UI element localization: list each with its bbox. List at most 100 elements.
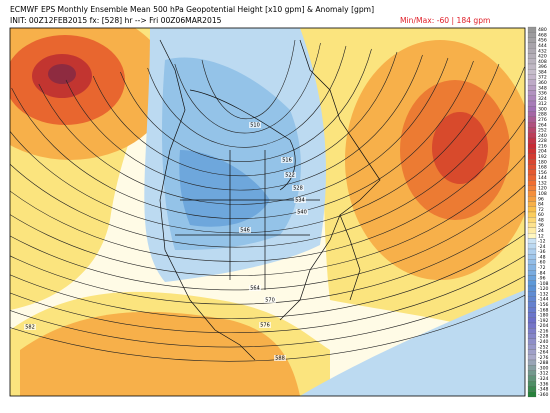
colorbar-swatch <box>527 211 537 218</box>
colorbar-label: -156 <box>538 302 549 308</box>
contour-line <box>10 233 525 319</box>
colorbar-swatch <box>527 122 537 128</box>
min-max: Min/Max: -60 | 184 gpm <box>400 16 490 25</box>
colorbar-label: 420 <box>538 54 547 60</box>
colorbar-label: 336 <box>538 91 547 97</box>
colorbar-label: 120 <box>538 186 547 192</box>
colorbar-swatch <box>527 48 537 54</box>
colorbar-label: -348 <box>538 387 549 393</box>
colorbar-swatch <box>527 63 537 70</box>
colorbar-label: -300 <box>538 365 549 371</box>
colorbar-label: -264 <box>538 350 549 356</box>
colorbar-swatch <box>527 301 537 308</box>
colorbar-label: -324 <box>538 376 549 382</box>
colorbar-label: -108 <box>538 281 549 287</box>
contour-line <box>10 255 525 333</box>
colorbar-label: 144 <box>538 175 547 181</box>
colorbar-label: 288 <box>538 112 547 118</box>
colorbar-label: 228 <box>538 138 547 144</box>
colorbar-swatch <box>527 254 537 260</box>
colorbar-label: 408 <box>538 59 547 65</box>
contour-line <box>10 294 525 362</box>
contour-label-bg <box>249 122 261 128</box>
colorbar-label: 312 <box>538 101 547 107</box>
colorbar-label: -12 <box>538 239 546 245</box>
contour-line <box>174 42 321 134</box>
colorbar-label: 192 <box>538 154 547 160</box>
colorbar-label: -276 <box>538 355 549 361</box>
colorbar-swatch <box>527 248 537 255</box>
contour-label-bg <box>274 355 286 361</box>
colorbar-swatch <box>527 148 537 154</box>
colorbar-swatch <box>527 174 537 181</box>
colorbar-label: 324 <box>538 96 547 102</box>
colorbar-label: 48 <box>538 217 544 223</box>
colorbar-swatch <box>527 264 537 271</box>
colorbar-label: 240 <box>538 133 547 139</box>
colorbar-label: -84 <box>538 270 546 276</box>
colorbar-swatch <box>527 58 537 65</box>
colorbar-label: -252 <box>538 344 549 350</box>
colorbar-swatch <box>527 137 537 144</box>
contour-label-bg <box>24 324 36 330</box>
colorbar-swatch <box>527 233 537 239</box>
colorbar-swatch <box>527 243 537 250</box>
colorbar-label: 468 <box>538 32 547 38</box>
colorbar-label: 204 <box>538 149 547 155</box>
contour-line <box>10 275 525 348</box>
colorbar-label: 456 <box>538 38 547 44</box>
contour-label: 510 <box>250 123 260 129</box>
colorbar-swatch <box>527 116 537 123</box>
colorbar-swatch <box>527 365 537 371</box>
contour-line <box>147 45 347 148</box>
colorbar-swatch <box>527 74 537 80</box>
colorbar-label: -312 <box>538 371 549 377</box>
colorbar-label: -168 <box>538 307 549 313</box>
contour-label-bg <box>249 285 261 291</box>
colorbar-swatch <box>527 37 537 43</box>
colorbar-label: -204 <box>538 323 549 329</box>
colorbar-swatch <box>527 169 537 176</box>
colorbar-label: 132 <box>538 180 547 186</box>
colorbar-swatch <box>527 85 537 91</box>
colorbar-swatch <box>527 185 537 191</box>
colorbar-swatch <box>527 354 537 361</box>
colorbar-swatch <box>527 190 537 197</box>
colorbar-swatch <box>527 100 537 107</box>
colorbar-label: -36 <box>538 249 546 255</box>
map: 510 516 522 528 534 540 546 564 570 576 582 588 <box>10 28 525 396</box>
colorbar-swatch <box>527 270 537 276</box>
colorbar-swatch <box>527 370 537 376</box>
contour-label-bg <box>264 297 276 303</box>
colorbar-swatch <box>527 381 537 387</box>
colorbar-swatch <box>527 312 537 318</box>
colorbar-swatch <box>527 291 537 297</box>
contour-label-bg <box>292 185 304 191</box>
colorbar-label: -240 <box>538 339 549 345</box>
contour-label: 516 <box>282 158 292 164</box>
colorbar-label: 180 <box>538 159 547 165</box>
contour-label-bg <box>259 322 271 328</box>
colorbar-swatch <box>527 296 537 302</box>
colorbar-swatch <box>527 222 537 228</box>
colorbar-label: 156 <box>538 170 547 176</box>
colorbar-label: -288 <box>538 360 549 366</box>
colorbar-label: -180 <box>538 313 549 319</box>
colorbar-swatch <box>527 201 537 207</box>
colorbar-label: 36 <box>538 223 544 229</box>
title: ECMWF EPS Monthly Ensemble Mean 500 hPa … <box>10 5 374 14</box>
colorbar-swatch <box>527 375 537 382</box>
colorbar-label: -144 <box>538 297 549 303</box>
colorbar-label: 480 <box>538 27 547 33</box>
colorbar-swatch <box>527 322 537 329</box>
colorbar-swatch <box>527 32 537 38</box>
colorbar-label: -72 <box>538 265 546 271</box>
contour-label: 588 <box>275 356 285 362</box>
colorbar-label: 300 <box>538 106 547 112</box>
colorbar-label: -336 <box>538 381 549 387</box>
colorbar-swatch <box>527 280 537 287</box>
contour-label-bg <box>294 197 306 203</box>
colorbar-label: 60 <box>538 212 544 218</box>
colorbar-swatch <box>527 196 537 202</box>
